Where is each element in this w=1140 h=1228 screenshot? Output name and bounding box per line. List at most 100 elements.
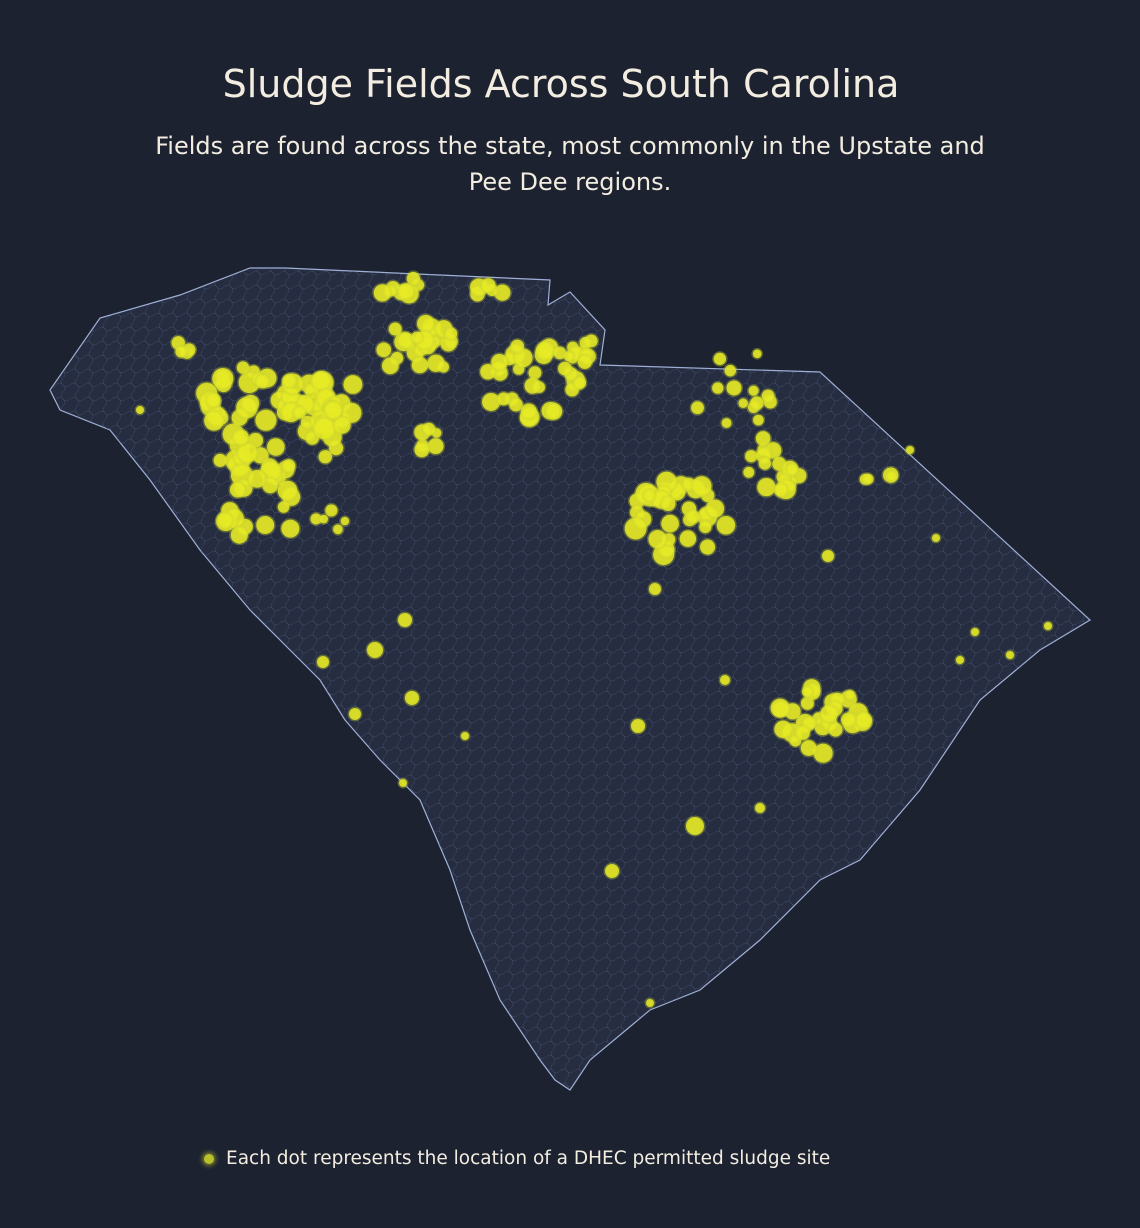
site-dot xyxy=(843,688,857,702)
site-dot xyxy=(276,499,291,515)
site-dot xyxy=(723,363,738,378)
site-dot xyxy=(861,472,875,486)
site-dot xyxy=(904,444,916,456)
site-dot xyxy=(280,372,298,390)
site-dot xyxy=(647,581,663,597)
site-dot xyxy=(332,415,353,436)
site-dot xyxy=(317,513,330,525)
site-dot xyxy=(409,330,425,346)
site-dot xyxy=(760,388,776,404)
site-dot xyxy=(396,281,416,302)
site-dot xyxy=(684,508,702,526)
site-dot xyxy=(751,347,764,360)
site-dot xyxy=(235,441,259,465)
site-dot xyxy=(443,326,459,342)
site-dot xyxy=(253,372,271,390)
site-dot xyxy=(710,380,725,396)
site-dot xyxy=(246,468,268,490)
site-dot xyxy=(1004,649,1016,661)
site-dot xyxy=(495,390,512,407)
site-dot xyxy=(339,515,351,527)
site-dot xyxy=(772,719,794,740)
site-dot xyxy=(757,455,773,472)
site-dot xyxy=(509,338,526,355)
site-dot xyxy=(544,401,564,422)
site-dot xyxy=(253,408,278,433)
site-dot xyxy=(420,421,437,438)
site-dot xyxy=(425,353,447,374)
site-dot xyxy=(387,321,404,338)
legend-dot xyxy=(204,1153,214,1164)
site-dot xyxy=(826,721,845,739)
site-dot xyxy=(341,373,364,396)
site-dot xyxy=(818,703,840,725)
legend: Each dot represents the location of a DH… xyxy=(204,1148,830,1169)
site-dot xyxy=(228,480,248,500)
site-dot xyxy=(689,399,706,416)
legend-label: Each dot represents the location of a DH… xyxy=(226,1148,831,1169)
site-dot xyxy=(772,481,790,499)
site-dot xyxy=(215,511,235,530)
site-dot xyxy=(623,516,649,541)
site-dot xyxy=(396,611,414,629)
site-dot xyxy=(659,494,678,513)
site-dot xyxy=(741,465,756,480)
site-dot xyxy=(279,518,301,540)
site-dot xyxy=(736,397,750,410)
site-dot xyxy=(659,513,681,534)
site-dot xyxy=(690,474,714,498)
site-dot xyxy=(231,427,251,447)
site-dot xyxy=(784,462,800,478)
site-dot xyxy=(291,404,308,421)
site-dot xyxy=(202,409,226,433)
site-dot xyxy=(210,366,235,391)
site-dot xyxy=(698,537,717,557)
site-dot xyxy=(479,276,498,295)
site-dot xyxy=(603,862,621,880)
site-dot xyxy=(397,777,409,789)
site-dot xyxy=(372,282,393,304)
site-dot xyxy=(562,349,576,363)
site-dot xyxy=(678,528,698,549)
site-dot xyxy=(280,457,297,474)
site-dot xyxy=(697,519,713,535)
site-dot xyxy=(323,502,339,519)
site-dot xyxy=(641,487,657,504)
site-dot xyxy=(753,801,767,815)
map-texture xyxy=(50,268,1090,1090)
site-dot xyxy=(412,440,431,459)
site-dot xyxy=(712,351,728,367)
site-dot xyxy=(507,396,525,413)
site-dot xyxy=(629,717,647,735)
site-dot xyxy=(204,391,223,410)
site-dot xyxy=(1042,620,1054,632)
site-dot xyxy=(794,724,812,742)
site-dot xyxy=(930,532,942,544)
site-dot xyxy=(534,339,556,362)
site-dot xyxy=(331,522,345,536)
site-dot xyxy=(969,626,981,638)
site-dot xyxy=(265,436,287,458)
site-dot xyxy=(556,360,574,377)
site-dot xyxy=(519,401,539,421)
site-dot xyxy=(315,654,331,670)
site-dot xyxy=(229,525,250,546)
site-dot xyxy=(234,395,259,420)
site-dot xyxy=(754,429,772,448)
site-dot xyxy=(134,404,146,416)
site-dot xyxy=(954,654,966,666)
site-dot xyxy=(820,548,836,564)
site-dot xyxy=(312,416,337,441)
site-dot xyxy=(405,270,422,287)
site-dot xyxy=(235,359,251,376)
site-dot xyxy=(718,673,732,687)
site-dot xyxy=(715,514,737,537)
site-dot xyxy=(478,362,498,381)
site-dot xyxy=(646,528,669,550)
site-dot xyxy=(684,815,706,837)
site-dot xyxy=(322,399,344,421)
site-dot xyxy=(571,375,588,391)
site-dot xyxy=(853,710,874,731)
